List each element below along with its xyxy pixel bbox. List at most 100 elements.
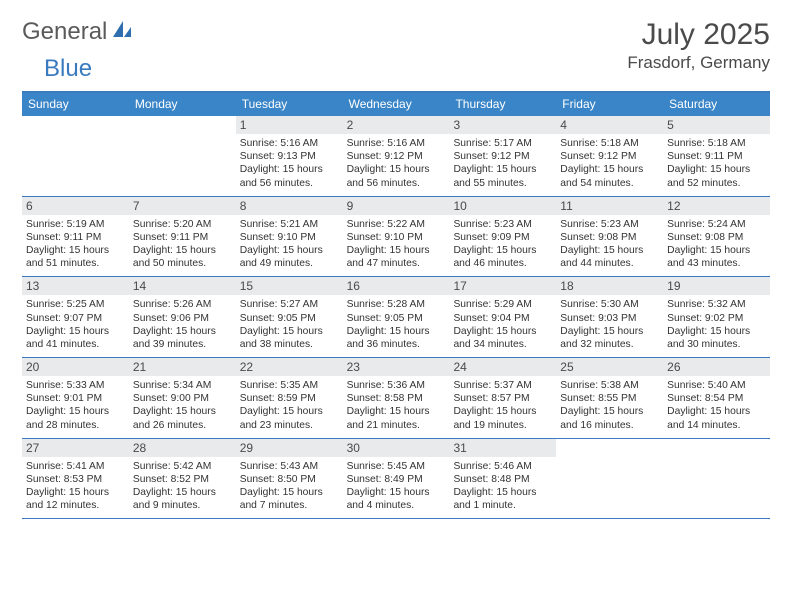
day-details: Sunrise: 5:33 AMSunset: 9:01 PMDaylight:… [26,379,125,432]
day-cell: 7Sunrise: 5:20 AMSunset: 9:11 PMDaylight… [129,197,236,277]
dow-cell: Tuesday [236,93,343,116]
brand-logo: General [22,18,135,46]
day-cell: 31Sunrise: 5:46 AMSunset: 8:48 PMDayligh… [449,439,556,519]
day-cell: 20 Sunrise: 5:33 AMSunset: 9:01 PMDayligh… [22,358,129,438]
day-cell: 16 Sunrise: 5:28 AMSunset: 9:05 PMDayligh… [343,277,450,357]
brand-word-1: General [22,18,107,46]
day-number: 17 [449,277,556,295]
day-cell: 1Sunrise: 5:16 AMSunset: 9:13 PMDaylight… [236,116,343,196]
calendar-grid: SundayMondayTuesdayWednesdayThursdayFrid… [22,91,770,519]
day-cell [129,116,236,196]
day-details: Sunrise: 5:36 AMSunset: 8:58 PMDaylight:… [347,379,446,432]
day-details: Sunrise: 5:18 AMSunset: 9:12 PMDaylight:… [560,137,659,190]
day-of-week-header: SundayMondayTuesdayWednesdayThursdayFrid… [22,93,770,116]
title-block: July 2025 Frasdorf, Germany [627,18,770,73]
day-cell [556,439,663,519]
week-row: 6Sunrise: 5:19 AMSunset: 9:11 PMDaylight… [22,197,770,278]
day-details: Sunrise: 5:27 AMSunset: 9:05 PMDaylight:… [240,298,339,351]
day-cell [663,439,770,519]
day-number: 26 [663,358,770,376]
day-number: 20 [22,358,129,376]
day-details: Sunrise: 5:28 AMSunset: 9:05 PMDaylight:… [347,298,446,351]
day-number: 12 [663,197,770,215]
day-cell: 6Sunrise: 5:19 AMSunset: 9:11 PMDaylight… [22,197,129,277]
day-details: Sunrise: 5:19 AMSunset: 9:11 PMDaylight:… [26,218,125,271]
day-details: Sunrise: 5:40 AMSunset: 8:54 PMDaylight:… [667,379,766,432]
day-details: Sunrise: 5:45 AMSunset: 8:49 PMDaylight:… [347,460,446,513]
day-details: Sunrise: 5:29 AMSunset: 9:04 PMDaylight:… [453,298,552,351]
day-number: 21 [129,358,236,376]
week-row: 13 Sunrise: 5:25 AMSunset: 9:07 PMDayligh… [22,277,770,358]
day-cell: 28 Sunrise: 5:42 AMSunset: 8:52 PMDayligh… [129,439,236,519]
dow-cell: Monday [129,93,236,116]
day-number: 27 [22,439,129,457]
day-details: Sunrise: 5:17 AMSunset: 9:12 PMDaylight:… [453,137,552,190]
day-cell: 8 Sunrise: 5:21 AMSunset: 9:10 PMDaylight… [236,197,343,277]
day-cell [22,116,129,196]
day-cell: 11 Sunrise: 5:23 AMSunset: 9:08 PMDayligh… [556,197,663,277]
day-number: 28 [129,439,236,457]
sail-icon [111,18,133,46]
day-cell: 17 Sunrise: 5:29 AMSunset: 9:04 PMDayligh… [449,277,556,357]
day-cell: 25Sunrise: 5:38 AMSunset: 8:55 PMDayligh… [556,358,663,438]
day-details: Sunrise: 5:23 AMSunset: 9:08 PMDaylight:… [560,218,659,271]
day-details: Sunrise: 5:18 AMSunset: 9:11 PMDaylight:… [667,137,766,190]
day-number: 23 [343,358,450,376]
dow-cell: Sunday [22,93,129,116]
day-details: Sunrise: 5:37 AMSunset: 8:57 PMDaylight:… [453,379,552,432]
day-cell: 21 Sunrise: 5:34 AMSunset: 9:00 PMDayligh… [129,358,236,438]
week-row: 27 Sunrise: 5:41 AMSunset: 8:53 PMDayligh… [22,439,770,520]
dow-cell: Wednesday [343,93,450,116]
day-number: 8 [236,197,343,215]
day-number: 30 [343,439,450,457]
day-cell: 24 Sunrise: 5:37 AMSunset: 8:57 PMDayligh… [449,358,556,438]
day-number: 18 [556,277,663,295]
day-number: 2 [343,116,450,134]
day-details: Sunrise: 5:26 AMSunset: 9:06 PMDaylight:… [133,298,232,351]
day-cell: 13 Sunrise: 5:25 AMSunset: 9:07 PMDayligh… [22,277,129,357]
day-number: 11 [556,197,663,215]
day-number: 13 [22,277,129,295]
day-number: 24 [449,358,556,376]
calendar-page: General July 2025 Frasdorf, Germany Blue… [0,0,792,529]
week-row: 1Sunrise: 5:16 AMSunset: 9:13 PMDaylight… [22,116,770,197]
day-cell: 14Sunrise: 5:26 AMSunset: 9:06 PMDayligh… [129,277,236,357]
day-details: Sunrise: 5:21 AMSunset: 9:10 PMDaylight:… [240,218,339,271]
day-details: Sunrise: 5:34 AMSunset: 9:00 PMDaylight:… [133,379,232,432]
day-cell: 12 Sunrise: 5:24 AMSunset: 9:08 PMDayligh… [663,197,770,277]
day-number: 19 [663,277,770,295]
day-details: Sunrise: 5:22 AMSunset: 9:10 PMDaylight:… [347,218,446,271]
dow-cell: Saturday [663,93,770,116]
day-number: 9 [343,197,450,215]
dow-cell: Friday [556,93,663,116]
day-cell: 4Sunrise: 5:18 AMSunset: 9:12 PMDaylight… [556,116,663,196]
day-cell: 19 Sunrise: 5:32 AMSunset: 9:02 PMDayligh… [663,277,770,357]
day-cell: 10Sunrise: 5:23 AMSunset: 9:09 PMDayligh… [449,197,556,277]
day-details: Sunrise: 5:42 AMSunset: 8:52 PMDaylight:… [133,460,232,513]
day-details: Sunrise: 5:32 AMSunset: 9:02 PMDaylight:… [667,298,766,351]
day-number: 22 [236,358,343,376]
day-number: 29 [236,439,343,457]
day-cell: 26 Sunrise: 5:40 AMSunset: 8:54 PMDayligh… [663,358,770,438]
week-row: 20 Sunrise: 5:33 AMSunset: 9:01 PMDayligh… [22,358,770,439]
day-number: 31 [449,439,556,457]
day-cell: 23 Sunrise: 5:36 AMSunset: 8:58 PMDayligh… [343,358,450,438]
day-number: 16 [343,277,450,295]
day-details: Sunrise: 5:16 AMSunset: 9:13 PMDaylight:… [240,137,339,190]
day-details: Sunrise: 5:24 AMSunset: 9:08 PMDaylight:… [667,218,766,271]
day-cell: 30 Sunrise: 5:45 AMSunset: 8:49 PMDayligh… [343,439,450,519]
day-details: Sunrise: 5:30 AMSunset: 9:03 PMDaylight:… [560,298,659,351]
day-number: 15 [236,277,343,295]
dow-cell: Thursday [449,93,556,116]
day-number: 5 [663,116,770,134]
day-cell: 27 Sunrise: 5:41 AMSunset: 8:53 PMDayligh… [22,439,129,519]
day-details: Sunrise: 5:20 AMSunset: 9:11 PMDaylight:… [133,218,232,271]
day-details: Sunrise: 5:41 AMSunset: 8:53 PMDaylight:… [26,460,125,513]
day-details: Sunrise: 5:25 AMSunset: 9:07 PMDaylight:… [26,298,125,351]
day-details: Sunrise: 5:16 AMSunset: 9:12 PMDaylight:… [347,137,446,190]
month-title: July 2025 [627,18,770,51]
day-number: 25 [556,358,663,376]
day-cell: 9 Sunrise: 5:22 AMSunset: 9:10 PMDaylight… [343,197,450,277]
brand-word-2: Blue [44,55,92,83]
day-cell: 18 Sunrise: 5:30 AMSunset: 9:03 PMDayligh… [556,277,663,357]
